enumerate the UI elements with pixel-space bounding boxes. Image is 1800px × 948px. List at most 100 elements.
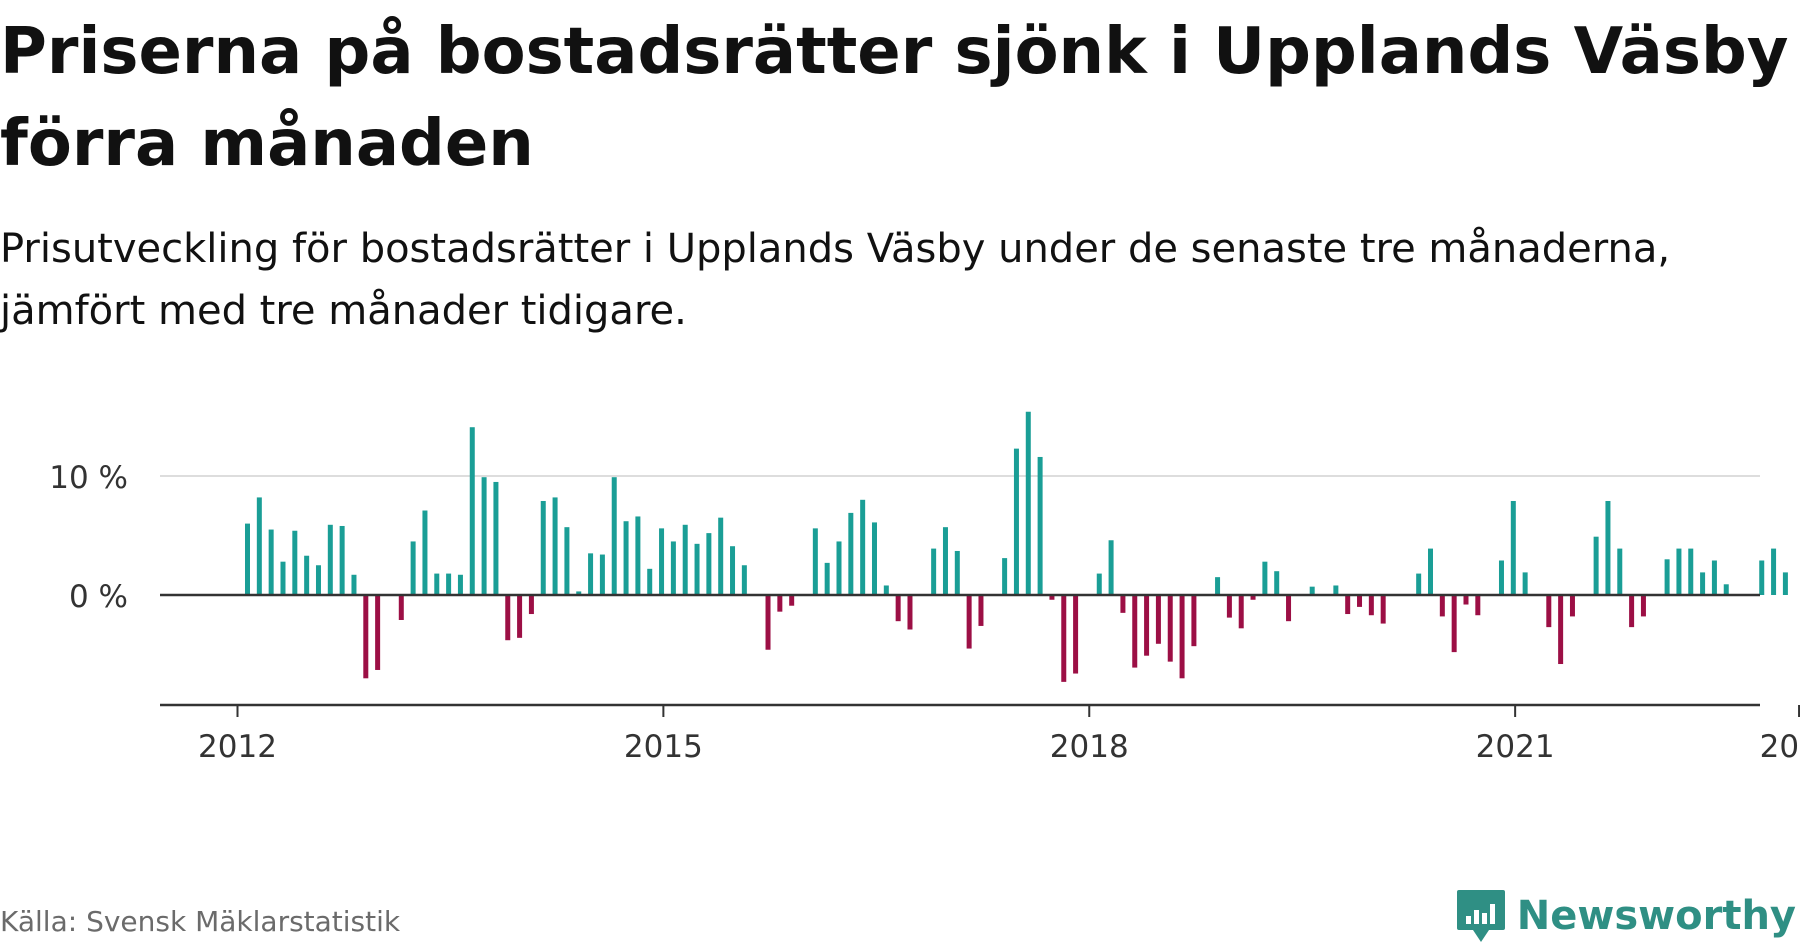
bar [1664, 559, 1670, 595]
bar [1617, 548, 1623, 595]
bar [1073, 595, 1079, 674]
bar [1700, 572, 1706, 595]
bar [694, 543, 700, 595]
bar [493, 481, 499, 595]
x-tick-label-1: 2015 [624, 729, 703, 765]
bar [789, 595, 795, 606]
bar [576, 591, 582, 595]
bar [824, 562, 830, 595]
bar [315, 565, 321, 595]
bar [848, 512, 854, 595]
y-tick-label-0: 0 % [69, 579, 128, 615]
bar [765, 595, 771, 650]
bar [836, 541, 842, 595]
bar [1108, 540, 1114, 595]
bar [1250, 595, 1256, 600]
x-tick-label-0: 2012 [198, 729, 277, 765]
bar [280, 561, 286, 595]
bar [1463, 595, 1469, 605]
bar [659, 528, 665, 595]
bar [1522, 572, 1528, 595]
bar [339, 525, 345, 595]
bar [907, 595, 913, 630]
bar [1179, 595, 1185, 679]
bar [1345, 595, 1351, 615]
bar [978, 595, 984, 626]
bar [1333, 585, 1339, 595]
bar [422, 510, 428, 595]
bar [1629, 595, 1635, 628]
bar [1782, 572, 1788, 595]
bar [457, 574, 463, 595]
bar [1286, 595, 1292, 622]
bar [1061, 595, 1067, 682]
bar [1368, 595, 1374, 616]
bar [812, 528, 818, 595]
x-tick-label-2: 2018 [1050, 729, 1129, 765]
bar [777, 595, 783, 612]
bar [1569, 595, 1575, 617]
brand-name: Newsworthy [1516, 893, 1796, 939]
bar [1759, 560, 1765, 595]
bar-chart: 0 %10 %20122015201820212023−3 % [49, 411, 1800, 765]
bar [1439, 595, 1445, 617]
bar [931, 548, 937, 595]
y-tick-label-1: 10 % [49, 460, 128, 496]
chart-subtitle: Prisutveckling för bostadsrätter i Uppla… [0, 226, 1671, 334]
bar [517, 595, 523, 638]
bar [481, 477, 487, 595]
bar [469, 427, 475, 595]
bar [1025, 411, 1031, 595]
bar [1037, 456, 1043, 595]
bar [954, 550, 960, 595]
bar [1096, 573, 1102, 595]
bars [245, 411, 1788, 682]
bar [1309, 586, 1315, 595]
bar [1558, 595, 1564, 665]
bar [1771, 548, 1777, 595]
bar [588, 553, 594, 595]
bar [1593, 536, 1599, 595]
bar [1546, 595, 1552, 628]
bar [718, 517, 724, 595]
bar [1144, 595, 1150, 656]
chart-title: Priserna på bostadsrätter sjönk i Upplan… [0, 15, 1789, 181]
bar [552, 497, 558, 595]
bar [1274, 571, 1280, 595]
bar [1416, 573, 1422, 595]
bar [623, 521, 629, 595]
bar [256, 497, 262, 595]
bar [1723, 584, 1729, 595]
bar [1640, 595, 1646, 617]
bar [1120, 595, 1126, 613]
bar [1475, 595, 1481, 616]
bar [410, 541, 416, 595]
bar [1191, 595, 1197, 647]
bar [1167, 595, 1173, 662]
bar [1428, 548, 1433, 595]
bar [1262, 561, 1268, 595]
bar [446, 573, 452, 595]
bar [1605, 500, 1611, 595]
bar [1226, 595, 1232, 618]
bar [883, 585, 889, 595]
bar [706, 533, 712, 595]
bar [1498, 560, 1504, 595]
bar [1357, 595, 1363, 607]
bar [1676, 548, 1682, 595]
bar [1451, 595, 1457, 653]
bar [1132, 595, 1138, 668]
bar [871, 522, 877, 595]
brand-logo: Newsworthy [1455, 886, 1796, 946]
x-tick-label-4: 2023 [1760, 729, 1800, 765]
bar [292, 530, 298, 595]
bar [942, 527, 948, 595]
bar [540, 500, 546, 595]
bar [1002, 558, 1008, 595]
bar [670, 541, 676, 595]
bar [635, 516, 641, 595]
bar [599, 554, 605, 595]
bar [1688, 548, 1694, 595]
bar [1215, 577, 1221, 595]
bar [327, 524, 333, 595]
